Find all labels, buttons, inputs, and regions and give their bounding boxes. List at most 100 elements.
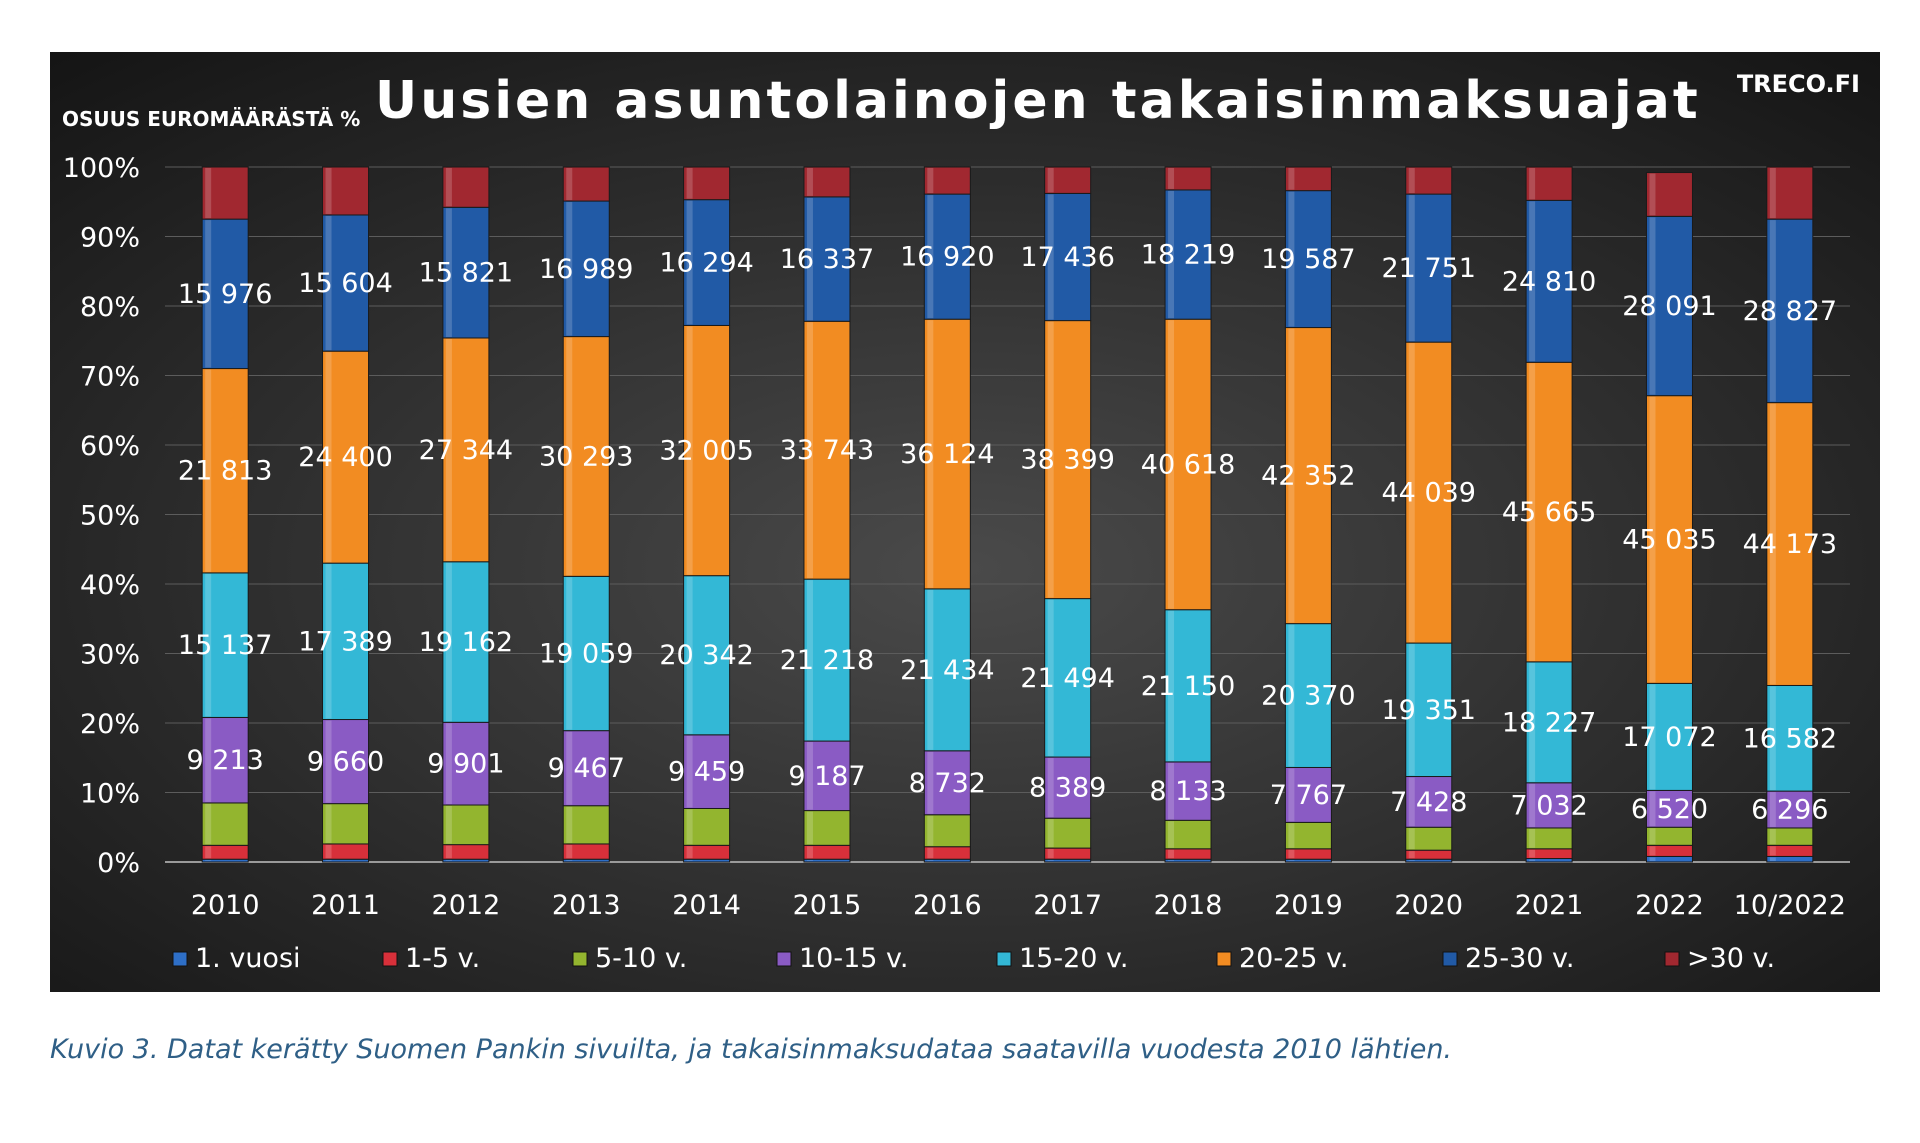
bar-segment-highlight	[446, 806, 452, 844]
bar-segment-highlight	[1168, 850, 1174, 858]
bar-segment-highlight	[1409, 168, 1415, 193]
data-label: 9 660	[307, 747, 384, 778]
bar-segment-highlight	[807, 168, 813, 196]
bar-segment-highlight	[1409, 851, 1415, 858]
x-tick-label: 2017	[1033, 890, 1102, 921]
data-label: 19 587	[1261, 244, 1355, 275]
bar-segment-highlight	[1770, 857, 1776, 861]
bar-segment-highlight	[1288, 860, 1294, 861]
data-label: 15 137	[178, 630, 272, 661]
bar-segment-highlight	[566, 860, 572, 861]
bar-segment-highlight	[1649, 174, 1655, 216]
bar-segment-highlight	[1168, 860, 1174, 861]
data-label: 16 989	[539, 254, 633, 285]
bar-segment-highlight	[566, 168, 572, 200]
bar-segment-highlight	[807, 812, 813, 845]
chart-panel: 0% 10% 20% 30% 40% 50% 60% 70% 80% 90% 100% 9 213 1…	[50, 52, 1880, 992]
data-label: 45 035	[1622, 525, 1716, 556]
bar-segment-highlight	[1649, 857, 1655, 861]
data-label: 21 218	[780, 645, 874, 676]
bar-segment-highlight	[807, 860, 813, 861]
legend-swatch	[777, 952, 791, 966]
legend-label: >30 v.	[1687, 943, 1775, 974]
x-tick-label: 2015	[793, 890, 862, 921]
bar-segment-highlight	[205, 846, 211, 858]
data-label: 19 162	[419, 627, 513, 658]
bar-segment-highlight	[446, 860, 452, 861]
legend-label: 1. vuosi	[195, 943, 301, 974]
y-tick-label: 100%	[63, 153, 140, 184]
data-label: 28 091	[1622, 291, 1716, 322]
legend-label: 15-20 v.	[1019, 943, 1129, 974]
bar-segment-highlight	[1770, 846, 1776, 855]
data-label: 19 351	[1382, 695, 1476, 726]
data-label: 32 005	[659, 436, 753, 467]
bar-segment-highlight	[205, 860, 211, 861]
bar-segment-highlight	[1529, 850, 1535, 858]
legend-label: 10-15 v.	[799, 943, 909, 974]
bar-segment-highlight	[1288, 823, 1294, 847]
x-tick-label: 10/2022	[1734, 890, 1846, 921]
data-label: 21 150	[1141, 671, 1235, 702]
data-label: 8 389	[1029, 773, 1106, 804]
bar-segment-highlight	[1649, 846, 1655, 855]
bar-segment-highlight	[687, 809, 693, 844]
x-tick-label: 2011	[311, 890, 380, 921]
x-tick-label: 2012	[432, 890, 501, 921]
data-label: 20 370	[1261, 681, 1355, 712]
data-label: 21 751	[1382, 253, 1476, 284]
x-tick-label: 2014	[672, 890, 741, 921]
data-label: 16 582	[1743, 723, 1837, 754]
data-label: 9 459	[668, 757, 745, 788]
bar-segment-highlight	[205, 804, 211, 844]
x-tick-label: 2019	[1274, 890, 1343, 921]
x-tick-label: 2018	[1154, 890, 1223, 921]
data-label: 8 732	[909, 768, 986, 799]
data-label: 38 399	[1020, 445, 1114, 476]
bar-segment-highlight	[326, 805, 332, 843]
y-tick-label: 90%	[80, 223, 140, 254]
data-label: 15 604	[298, 268, 392, 299]
x-tick-label: 2022	[1635, 890, 1704, 921]
data-label: 7 428	[1390, 787, 1467, 818]
legend-swatch	[573, 952, 587, 966]
bar-segment-highlight	[1168, 168, 1174, 189]
figure-caption: Kuvio 3. Datat kerätty Suomen Pankin siv…	[50, 1034, 1452, 1065]
bar-segment-highlight	[326, 845, 332, 858]
x-tick-label: 2016	[913, 890, 982, 921]
legend-label: 1-5 v.	[405, 943, 480, 974]
legend-swatch	[1665, 952, 1679, 966]
bar-segment-highlight	[1048, 168, 1054, 192]
data-label: 9 187	[788, 761, 865, 792]
legend-swatch	[1443, 952, 1457, 966]
y-tick-label: 10%	[80, 779, 140, 810]
bar-segment-highlight	[205, 168, 211, 218]
data-label: 16 294	[659, 248, 753, 279]
bar-segment-highlight	[687, 860, 693, 861]
data-label: 6 296	[1751, 795, 1828, 826]
chart-title: Uusien asuntolainojen takaisinmaksuajat	[375, 71, 1701, 131]
legend-label: 25-30 v.	[1465, 943, 1575, 974]
data-label: 36 124	[900, 439, 994, 470]
data-label: 7 767	[1270, 780, 1347, 811]
data-label: 17 389	[298, 626, 392, 657]
y-tick-label: 30%	[80, 640, 140, 671]
data-label: 18 219	[1141, 240, 1235, 271]
bar-segment-highlight	[1529, 168, 1535, 199]
data-label: 33 743	[780, 435, 874, 466]
data-label: 44 173	[1743, 529, 1837, 560]
bar-segment-highlight	[927, 848, 933, 859]
x-tick-label: 2013	[552, 890, 621, 921]
bar-segment-highlight	[566, 807, 572, 843]
bar-segment-highlight	[1048, 860, 1054, 861]
bar-segment-highlight	[1770, 168, 1776, 218]
data-label: 15 976	[178, 279, 272, 310]
y-tick-label: 80%	[80, 292, 140, 323]
y-tick-label: 0%	[97, 848, 140, 879]
x-tick-label: 2010	[191, 890, 260, 921]
data-label: 45 665	[1502, 497, 1596, 528]
bar-segment-highlight	[807, 846, 813, 858]
y-tick-label: 50%	[80, 501, 140, 532]
bar-segment-highlight	[1288, 168, 1294, 190]
y-tick-label: 60%	[80, 431, 140, 462]
